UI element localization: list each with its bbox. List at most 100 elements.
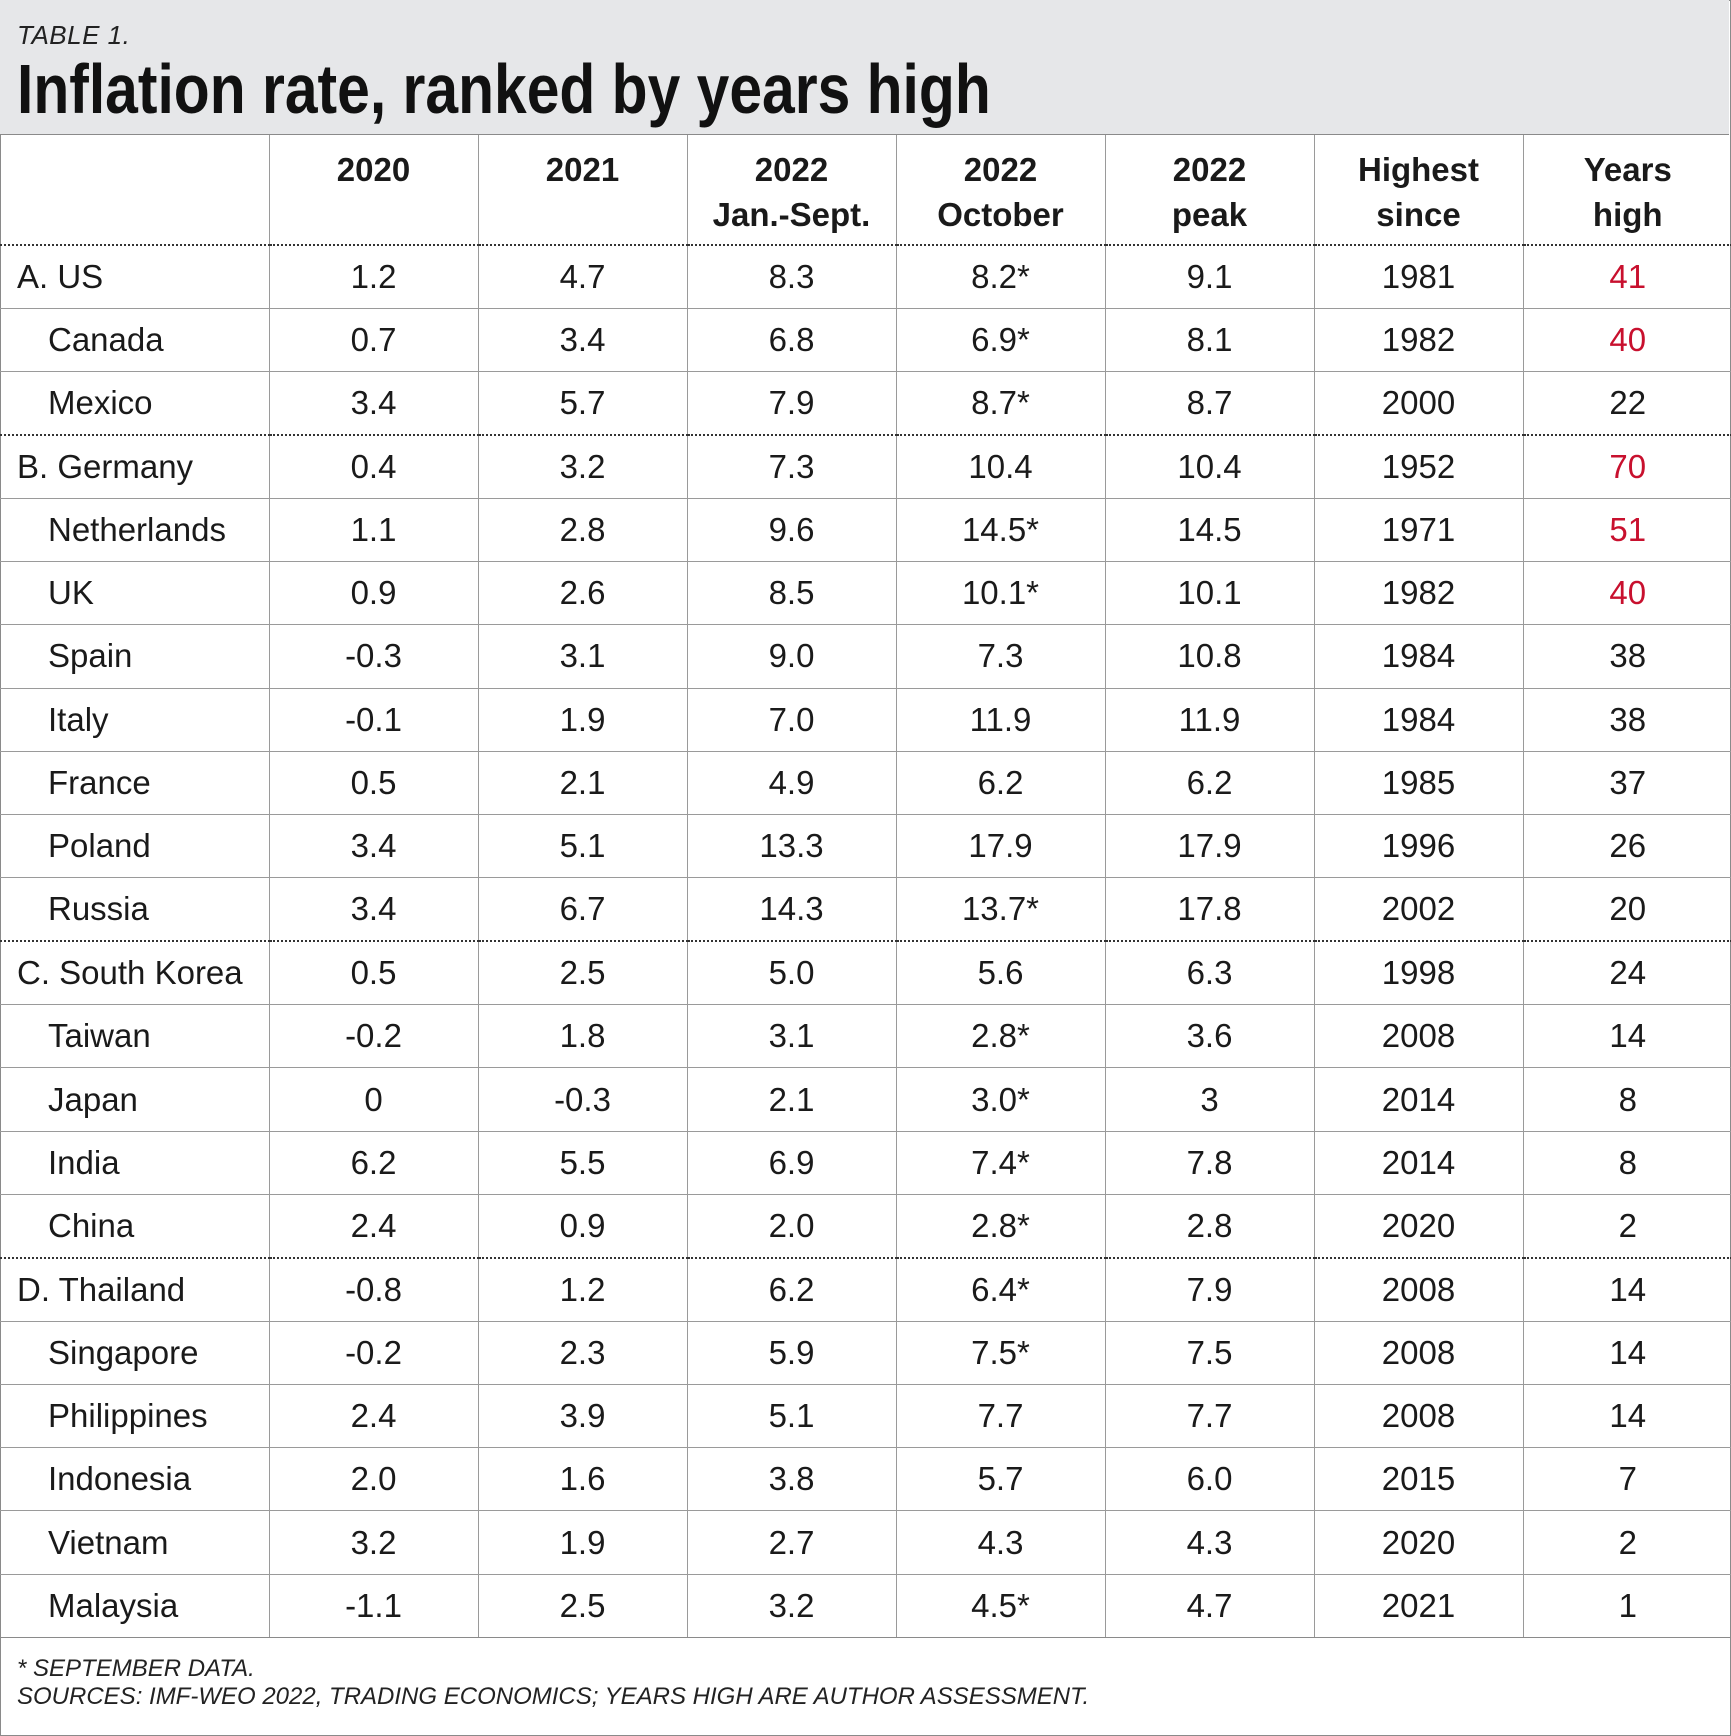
years-high-cell: 26 — [1522, 814, 1731, 879]
value-cell: 2008 — [1313, 1321, 1523, 1385]
value-cell: 0.4 — [268, 434, 478, 499]
value-cell: 2.4 — [268, 1194, 478, 1259]
value-cell: 2.3 — [477, 1321, 687, 1385]
table-row: Mexico 3.4 5.7 7.9 8.7* 8.7 2000 22 — [0, 371, 1731, 436]
value-cell: 6.9 — [686, 1131, 896, 1195]
value-cell: 1.2 — [268, 245, 478, 309]
value-cell: 1996 — [1313, 814, 1523, 879]
value-cell: 5.7 — [477, 371, 687, 436]
value-cell: 7.5* — [895, 1321, 1105, 1385]
value-cell: 2.5 — [477, 1574, 687, 1639]
country-name: Spain — [0, 624, 269, 689]
table-row: UK 0.9 2.6 8.5 10.1* 10.1 1982 40 — [0, 561, 1731, 626]
value-cell: 10.4 — [895, 434, 1105, 499]
value-cell: 17.9 — [895, 814, 1105, 879]
table-row: Malaysia -1.1 2.5 3.2 4.5* 4.7 2021 1 — [0, 1574, 1731, 1639]
country-name: Canada — [0, 308, 269, 373]
value-cell: 0.5 — [268, 751, 478, 816]
table-row: C. South Korea 0.5 2.5 5.0 5.6 6.3 1998 24 — [0, 941, 1731, 1006]
column-header-line1: 2022 — [963, 151, 1038, 188]
value-cell: 2.8 — [477, 498, 687, 562]
value-cell: 1.9 — [477, 1510, 687, 1575]
value-cell: 7.0 — [686, 688, 896, 752]
value-cell: 5.1 — [686, 1384, 896, 1449]
table-row: A. US 1.2 4.7 8.3 8.2* 9.1 1981 41 — [0, 245, 1731, 309]
table-row: Spain -0.3 3.1 9.0 7.3 10.8 1984 38 — [0, 624, 1731, 689]
value-cell: 7.9 — [1104, 1257, 1314, 1322]
value-cell: 3.2 — [268, 1510, 478, 1575]
value-cell: 8.7 — [1104, 371, 1314, 436]
value-cell: 2020 — [1313, 1510, 1523, 1575]
value-cell: 14.3 — [686, 877, 896, 943]
country-name: Japan — [0, 1067, 269, 1132]
column-header: 2021 — [477, 135, 687, 246]
value-cell: 1971 — [1313, 498, 1523, 562]
value-cell: 3.4 — [268, 877, 478, 943]
value-cell: 8.7* — [895, 371, 1105, 436]
footnotes: * SEPTEMBER DATA. SOURCES: IMF-WEO 2022,… — [17, 1655, 1089, 1711]
value-cell: 2.5 — [477, 941, 687, 1006]
years-high-cell: 70 — [1522, 434, 1731, 499]
value-cell: 0.5 — [268, 941, 478, 1006]
country-name: Netherlands — [0, 498, 269, 562]
table-row: France 0.5 2.1 4.9 6.2 6.2 1985 37 — [0, 751, 1731, 816]
years-high-cell: 14 — [1522, 1257, 1731, 1322]
country-name: China — [0, 1194, 269, 1259]
years-high-cell: 37 — [1522, 751, 1731, 816]
value-cell: 9.1 — [1104, 245, 1314, 309]
value-cell: 2.4 — [268, 1384, 478, 1449]
value-cell: 3 — [1104, 1067, 1314, 1132]
table-row: Poland 3.4 5.1 13.3 17.9 17.9 1996 26 — [0, 814, 1731, 879]
table-row: China 2.4 0.9 2.0 2.8* 2.8 2020 2 — [0, 1194, 1731, 1259]
table-row: B. Germany 0.4 3.2 7.3 10.4 10.4 1952 70 — [0, 434, 1731, 499]
value-cell: 2021 — [1313, 1574, 1523, 1639]
value-cell: 5.9 — [686, 1321, 896, 1385]
value-cell: 9.6 — [686, 498, 896, 562]
value-cell: 7.3 — [895, 624, 1105, 689]
table-title: Inflation rate, ranked by years high — [17, 50, 991, 128]
value-cell: 13.3 — [686, 814, 896, 879]
value-cell: 3.1 — [686, 1004, 896, 1069]
country-name: Italy — [0, 688, 269, 752]
table-head: 2020 2021 2022 Jan.-Sept. 2022 October 2022 pea… — [0, 135, 1731, 246]
value-cell: 0.9 — [268, 561, 478, 626]
table-label: TABLE 1. — [17, 20, 131, 50]
value-cell: 7.3 — [686, 434, 896, 499]
value-cell: -0.3 — [477, 1067, 687, 1132]
value-cell: 2.8* — [895, 1004, 1105, 1069]
column-header-line1: 2021 — [545, 151, 620, 188]
years-high-cell: 38 — [1522, 688, 1731, 752]
value-cell: 2015 — [1313, 1447, 1523, 1512]
country-name: Taiwan — [0, 1004, 269, 1069]
value-cell: 8.2* — [895, 245, 1105, 309]
value-cell: 2008 — [1313, 1384, 1523, 1449]
value-cell: 10.8 — [1104, 624, 1314, 689]
value-cell: 1982 — [1313, 308, 1523, 373]
table-row: Japan 0 -0.3 2.1 3.0* 3 2014 8 — [0, 1067, 1731, 1132]
value-cell: 1.1 — [268, 498, 478, 562]
value-cell: 5.6 — [895, 941, 1105, 1006]
value-cell: 2.6 — [477, 561, 687, 626]
value-cell: 10.1 — [1104, 561, 1314, 626]
value-cell: 3.0* — [895, 1067, 1105, 1132]
country-name: B. Germany — [0, 434, 269, 499]
years-high-cell: 24 — [1522, 941, 1731, 1006]
column-header-line1: 2022 — [1172, 151, 1247, 188]
country-name: A. US — [0, 245, 269, 309]
country-name: Vietnam — [0, 1510, 269, 1575]
value-cell: 7.9 — [686, 371, 896, 436]
value-cell: 6.8 — [686, 308, 896, 373]
country-name: Mexico — [0, 371, 269, 436]
value-cell: 7.7 — [1104, 1384, 1314, 1449]
value-cell: 3.2 — [686, 1574, 896, 1639]
inflation-table: 2020 2021 2022 Jan.-Sept. 2022 October 2022 pea… — [0, 135, 1731, 1639]
value-cell: 11.9 — [1104, 688, 1314, 752]
value-cell: 1981 — [1313, 245, 1523, 309]
value-cell: 6.4* — [895, 1257, 1105, 1322]
value-cell: 4.7 — [477, 245, 687, 309]
country-name: India — [0, 1131, 269, 1195]
value-cell: 1.9 — [477, 688, 687, 752]
value-cell: 1985 — [1313, 751, 1523, 816]
value-cell: 14.5 — [1104, 498, 1314, 562]
table-row: D. Thailand -0.8 1.2 6.2 6.4* 7.9 2008 14 — [0, 1257, 1731, 1322]
